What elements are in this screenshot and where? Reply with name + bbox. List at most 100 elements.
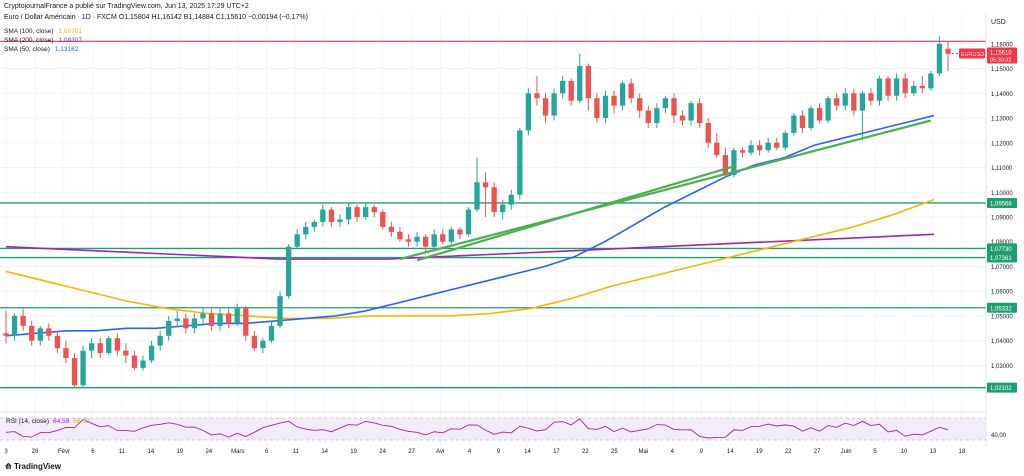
x-tick-label: 5 [873,449,877,455]
candle-body [542,98,549,116]
x-tick-label: 19 [176,449,183,455]
candle-body [748,145,754,153]
level-badge [987,243,1017,254]
y-tick-label: 1,14000 [991,92,1013,98]
candle-body [731,150,737,175]
x-tick-label: 24 [379,449,386,455]
candle-body [243,308,249,336]
candle-body [200,313,206,319]
candle-body [868,93,874,101]
candle-body [183,318,189,329]
sma200-legend[interactable]: SMA (200, close) 1,08307 [4,37,82,44]
candle-body [457,229,463,235]
currency-label[interactable]: USD [991,19,1006,26]
candle-body [88,343,95,351]
candle-body [80,350,86,386]
candle-body [594,98,600,119]
y-tick-label: 1,10000 [991,191,1013,197]
last-price-badge [987,47,1017,64]
candle-body [405,239,412,242]
y-tick-label: 1,05000 [991,314,1013,320]
candle-body [611,95,617,106]
y-tick-label: 1,04000 [991,339,1013,345]
candle-body [602,95,609,119]
x-tick-label: Févr [58,449,70,455]
y-tick-label: 1,11000 [991,166,1013,172]
x-tick-label: 9 [700,449,704,455]
candle-body [876,78,883,101]
y-tick-label: 1,03000 [991,364,1013,370]
candle-body [859,93,866,111]
candle-body [482,182,489,188]
candle-body [559,80,566,94]
trendlines[interactable] [399,119,932,262]
y-tick-label: 1,08000 [991,240,1013,246]
candle-body [491,187,497,213]
candle-body [739,150,746,153]
candle-body [791,115,797,133]
sma100-label: SMA (100, close) [4,28,54,35]
candles [3,36,951,388]
level-badge [987,302,1017,313]
candle-body [54,335,61,349]
candle-body [166,320,172,336]
candle-body [799,115,806,128]
candle-body [217,313,223,326]
candle-body [285,246,292,297]
rsi-band [0,418,986,440]
x-tick-label: 24 [205,449,212,455]
y-tick-label: 1,12000 [991,141,1013,147]
x-tick-label: 27 [814,449,821,455]
candle-body [551,93,557,116]
candle-body [911,85,917,94]
candle-body [268,325,275,341]
y-tick-label: 1,16000 [991,42,1013,48]
candle-body [131,355,138,368]
x-tick-label: 13 [930,449,937,455]
candle-body [645,110,651,123]
rsi-tick-label: 40,00 [991,433,1007,439]
candle-body [320,209,326,222]
rsi-value: 64,59 [53,418,70,425]
x-tick-label: Mars [231,449,244,455]
rsi-ma-value: 56,50 [73,418,90,425]
candle-body [765,142,771,151]
x-tick-label: 6 [91,449,95,455]
candle-body [885,78,891,96]
sma200-value: 1,08307 [58,37,83,44]
level-badge-label: 1,09568 [990,201,1012,207]
y-tick-label: 1,06000 [991,290,1013,296]
x-tick-label: Mai [638,449,648,455]
grid [0,14,986,446]
x-tick-label: 11 [119,449,126,455]
symbol-line[interactable]: Euro / Dollar Américain · 1D · FXCM O1,1… [4,14,308,21]
x-tick-label: 11 [293,449,300,455]
sma100-legend[interactable]: SMA (100, close) 1,09701 [4,28,82,35]
candle-body [277,296,283,326]
level-badge-label: 1,05332 [990,306,1012,312]
x-tick-label: 14 [148,449,155,455]
candle-body [380,212,386,227]
rsi-legend[interactable]: RSI (14, close) 64,59 56,50 [6,418,90,425]
x-tick-label: 28 [32,449,39,455]
candle-body [123,350,129,356]
x-tick-label: 18 [959,449,966,455]
time-axis[interactable]: 3 28 Févr 6 11 14 19 24 Mars 6 11 14 19 24 27 Avr 4 9 14 17… [4,449,966,455]
sma50-legend[interactable]: SMA (50, close) 1,13162 [4,46,78,53]
x-tick-label: 17 [553,449,560,455]
candle-body [234,308,240,324]
candle-body [157,335,163,346]
candle-body [628,83,634,99]
level-badge [987,252,1017,263]
uptrend-line-2 [416,165,735,262]
candle-body [808,108,814,128]
rsi-pane [0,411,986,441]
symbol-badge-label: EURUSD [961,52,984,58]
candle-body [714,142,720,156]
price-axis[interactable]: 1,16000 1,15000 1,14000 1,13000 1,12000 1,110… [985,14,1024,462]
x-tick-label: Juin [841,449,852,455]
chart-header: CryptojournalFrance a publié sur Trading… [4,3,308,21]
candle-body [294,234,300,247]
